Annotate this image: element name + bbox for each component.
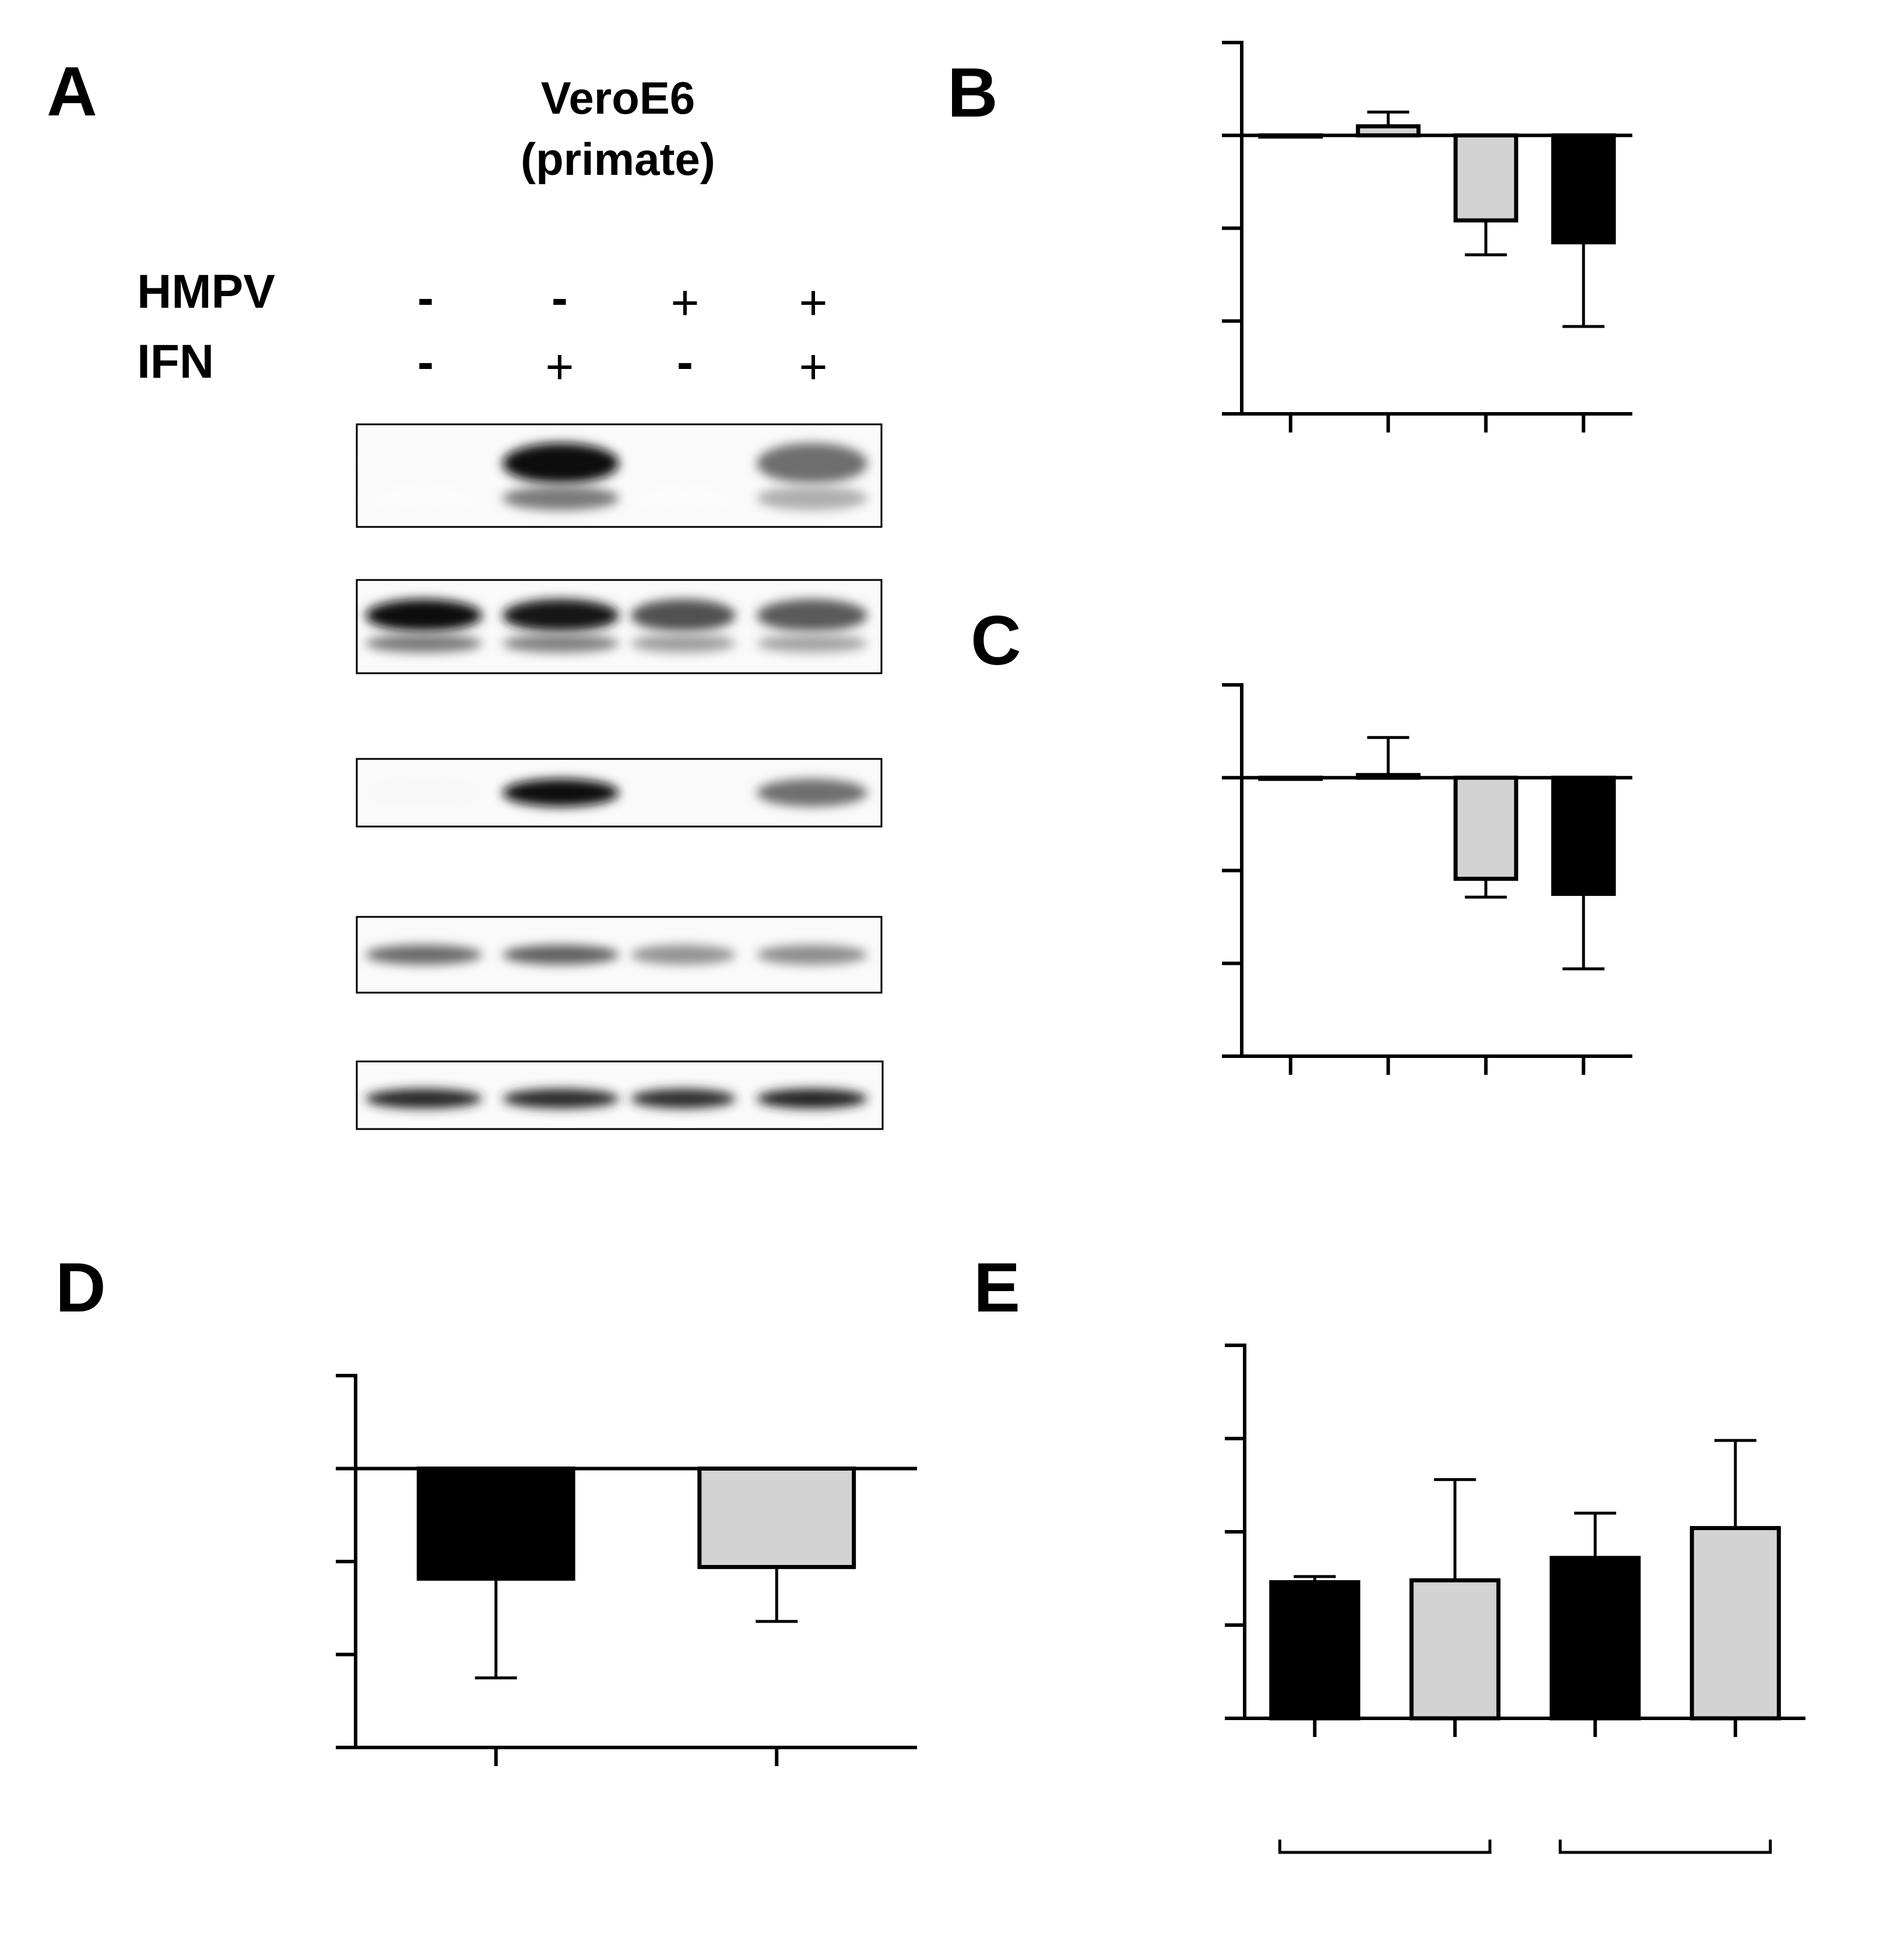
group-bracket-2	[1558, 1840, 1772, 1854]
treatment-signs: - - + +- + - +	[417, 270, 828, 394]
blot-band-r3-l4	[757, 779, 867, 807]
bar-2	[697, 1467, 856, 1569]
blot-band-r3-l1	[366, 779, 482, 807]
blot-band-r1-l4-lower	[757, 486, 867, 511]
blot-band-r1-l1	[366, 442, 482, 484]
panel-d-chart	[336, 1374, 917, 1766]
blot-band-r4-l1	[366, 945, 482, 965]
blot-band-r5-l3	[631, 1088, 736, 1109]
blot-band-r1-l4	[757, 442, 867, 484]
panel-d-letter: D	[55, 1249, 106, 1327]
bar-4	[1551, 133, 1616, 245]
bar-3	[1550, 1556, 1641, 1721]
blot-band-r3-l3	[631, 779, 736, 807]
blot-strip-5	[356, 1060, 884, 1130]
bar-1	[1269, 1580, 1361, 1721]
cell-line-title: VeroE6	[541, 72, 695, 124]
blot-band-r2-l2-lower	[503, 634, 619, 653]
ifn-row-label: IFN	[137, 335, 214, 388]
panel-c-chart	[1222, 683, 1632, 1075]
bar-4	[1689, 1526, 1781, 1721]
hmpv-sign-4: +	[799, 275, 827, 330]
group-bracket-1	[1278, 1840, 1492, 1854]
blot-band-r2-l4-lower	[757, 634, 867, 653]
species-subtitle: (primate)	[521, 133, 715, 185]
hmpv-row-label: HMPV	[137, 265, 275, 318]
ifn-sign-3: -	[677, 335, 693, 389]
blot-band-r5-l4	[757, 1088, 867, 1109]
blot-band-r1-l3	[631, 442, 736, 484]
blot-band-r4-l4	[757, 945, 867, 965]
ifn-sign-2: +	[545, 339, 574, 394]
hmpv-sign-2: -	[551, 270, 568, 325]
bar-3	[1453, 775, 1519, 881]
blot-band-r4-l2	[503, 945, 619, 965]
blot-band-r1-l3-lower	[631, 486, 736, 511]
blot-band-r2-l1-lower	[366, 634, 482, 653]
blot-band-r2-l4	[757, 599, 867, 632]
ifn-sign-1: -	[417, 335, 434, 389]
bar-2	[1409, 1578, 1501, 1721]
panel-e-letter: E	[974, 1249, 1020, 1327]
blot-band-r2-l3	[631, 599, 736, 632]
blot-band-r3-l2	[503, 779, 619, 807]
blot-band-r5-l1	[366, 1088, 482, 1109]
bar-3	[1453, 133, 1519, 223]
panel-c-letter: C	[971, 602, 1021, 680]
blot-band-r5-l2	[503, 1088, 619, 1109]
blot-band-r1-l1-lower	[366, 486, 482, 511]
blot-band-r2-l3-lower	[631, 634, 736, 653]
panel-b-chart	[1222, 41, 1632, 432]
blot-band-r4-l3	[631, 945, 736, 965]
ifn-sign-4: +	[799, 339, 827, 394]
panel-b-letter: B	[947, 54, 998, 132]
panel-e-chart	[1225, 1344, 1805, 1854]
blot-band-r2-l1	[366, 599, 482, 632]
blot-band-r2-l2	[503, 599, 619, 632]
bar-4	[1551, 775, 1616, 896]
blot-band-r1-l2	[503, 442, 619, 484]
panel-a-western-blot: A VeroE6 (primate) HMPV IFN - - + +- + - +	[47, 52, 884, 1130]
panel-a-letter: A	[47, 52, 97, 131]
blot-strips	[356, 423, 884, 1130]
bar-1	[416, 1467, 575, 1581]
hmpv-sign-3: +	[670, 275, 699, 330]
hmpv-sign-1: -	[417, 270, 434, 325]
blot-band-r1-l2-lower	[503, 486, 619, 511]
